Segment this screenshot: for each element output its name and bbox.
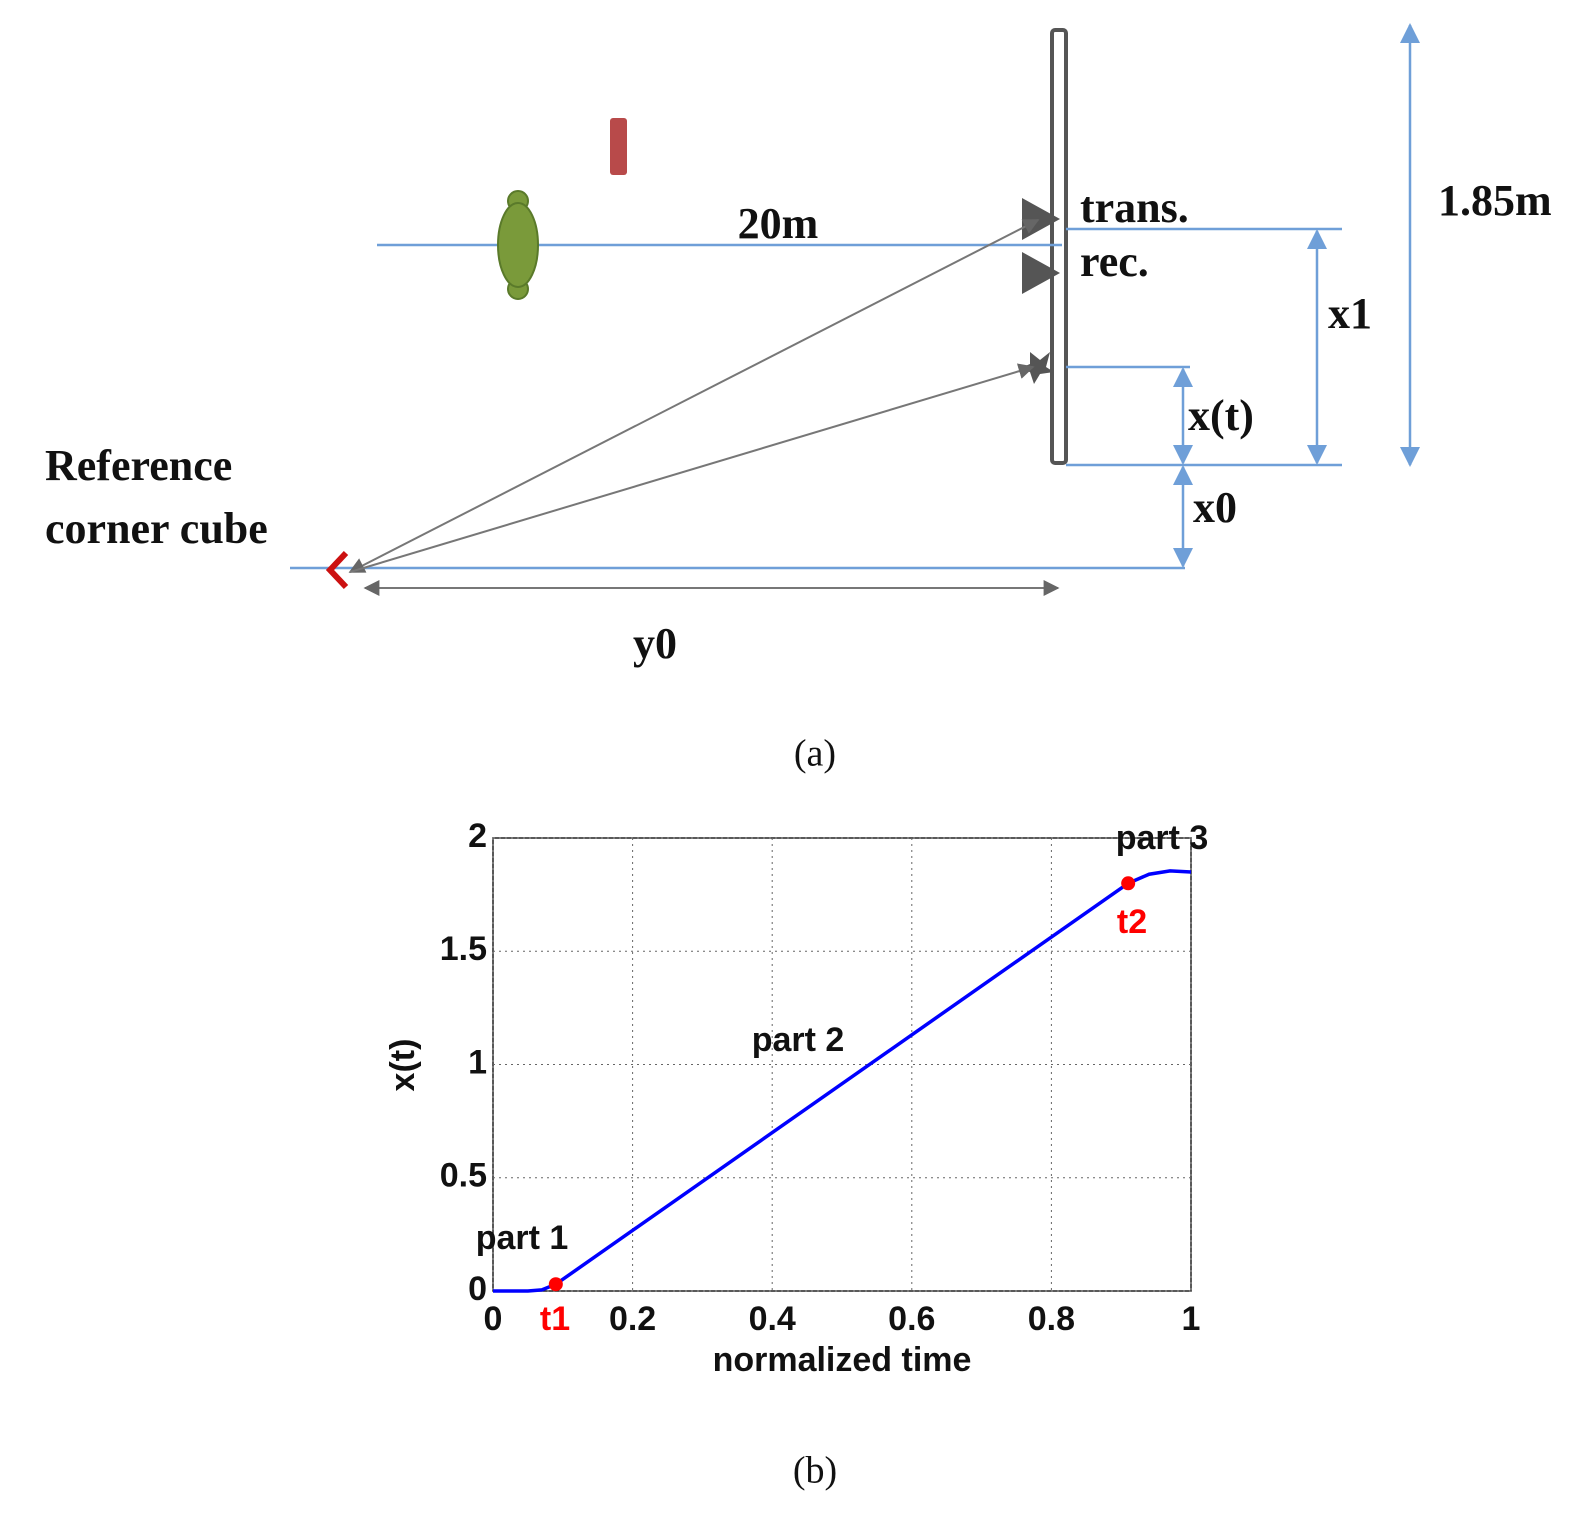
- annotation: part 1: [476, 1219, 569, 1257]
- label: x(t): [1188, 391, 1254, 440]
- x-tick-label: 0.6: [888, 1300, 935, 1338]
- target: [1018, 352, 1054, 384]
- pole: [1052, 30, 1066, 463]
- y-tick-label: 2: [468, 817, 487, 855]
- caption: (a): [794, 733, 836, 775]
- x-tick-label: 0.2: [609, 1300, 656, 1338]
- diagram: 20m trans. rec. 1.85m x1 x(t) x0 Referen…: [45, 25, 1552, 775]
- page: {"diagram": {"distance": "20m", "trans":…: [0, 0, 1590, 1516]
- x-tick-label: 0: [484, 1300, 503, 1338]
- y-tick-label: 1.5: [440, 930, 487, 968]
- annotation: t2: [1117, 903, 1147, 941]
- label: 1.85m: [1438, 176, 1552, 225]
- caption: (b): [793, 1450, 837, 1492]
- label: trans.: [1080, 183, 1189, 232]
- marker-point: [1121, 876, 1135, 890]
- label: corner cube: [45, 504, 268, 553]
- x-tick-label: 0.4: [749, 1300, 796, 1338]
- annotation: t1: [540, 1300, 570, 1338]
- y-tick-label: 0.5: [440, 1157, 487, 1195]
- label: x0: [1193, 483, 1237, 532]
- person: [498, 203, 538, 287]
- y-tick-label: 1: [468, 1043, 487, 1081]
- figure: 20m trans. rec. 1.85m x1 x(t) x0 Referen…: [0, 0, 1590, 1516]
- annotation: part 2: [752, 1021, 845, 1059]
- label: rec.: [1080, 237, 1149, 286]
- label: Reference: [45, 441, 232, 490]
- label: 20m: [738, 199, 819, 248]
- annotation: part 3: [1116, 819, 1209, 857]
- marker-point: [549, 1277, 563, 1291]
- x-axis-label: normalized time: [713, 1341, 972, 1379]
- obstacle: [610, 118, 627, 175]
- x-tick-label: 1: [1182, 1300, 1201, 1338]
- y-axis-label: x(t): [384, 1039, 422, 1092]
- corner-cube: [330, 553, 346, 587]
- x-tick-label: 0.8: [1028, 1300, 1075, 1338]
- label: y0: [633, 619, 677, 668]
- label: x1: [1328, 289, 1372, 338]
